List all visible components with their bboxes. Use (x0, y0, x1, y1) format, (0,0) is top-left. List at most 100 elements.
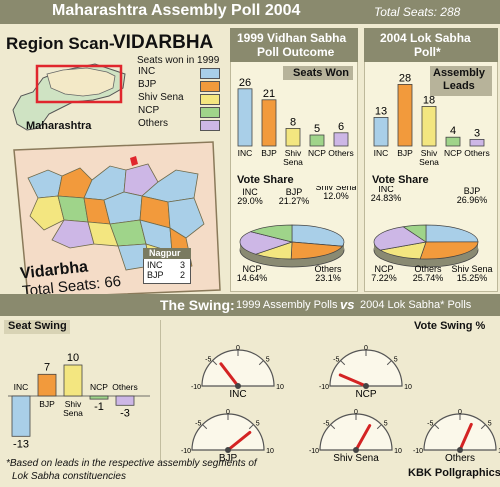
pie-slice-shiv-sena (379, 241, 427, 260)
pie-slice-others (373, 226, 427, 251)
swing-bar-ncp (89, 395, 109, 400)
category-label-others: Others (464, 148, 490, 158)
gauge-tick-label-others: 5 (488, 420, 492, 427)
gauge-tick-label-others: 10 (498, 448, 500, 455)
gauge-tick-label-bjp: 5 (256, 420, 260, 427)
gauge-tick-label-bjp: 0 (226, 409, 230, 416)
value-label-shiv-sena: 8 (290, 116, 296, 128)
value-label-bjp: 21 (263, 88, 275, 100)
nagpur-inc-party: INC (147, 260, 163, 270)
pie-label-ncp: NCP (374, 264, 393, 274)
bar-shiv-sena (421, 106, 437, 147)
value-label-ncp: 5 (314, 123, 320, 135)
header-title: Maharashtra Assembly Poll 2004 (52, 2, 301, 19)
legend-label-others: Others (138, 118, 169, 129)
region-title-prefix: Region Scan- (6, 34, 115, 53)
gauge-needle-inc (219, 362, 240, 388)
gauge-tick-label-ncp: 0 (364, 345, 368, 352)
value-label-shiv-sena: 18 (423, 94, 435, 106)
pie-value-ncp: 14.64% (237, 273, 268, 283)
bar-others (333, 132, 349, 147)
gauge-needle-others (458, 422, 473, 452)
swing-bar-bjp (37, 373, 57, 397)
gauge-needle-shiv-sena (354, 424, 372, 452)
pie-label-shiv-sena: Shiv Sena (451, 264, 492, 274)
swing-title-bold: The Swing: (160, 297, 235, 313)
bar-ncp (309, 134, 325, 147)
legend-swatch-others (200, 120, 220, 131)
gauge-hub-shiv-sena (353, 447, 359, 453)
swing-bar-inc (11, 395, 31, 437)
gauge-label-others: Others (445, 453, 475, 464)
legend-swatch-inc (200, 68, 220, 79)
gauge-tick-label-shiv-sena: -10 (309, 448, 319, 455)
bar-ncp (445, 136, 461, 147)
gauge-tick-label-ncp: -5 (333, 356, 339, 363)
swing-bar-others (115, 395, 135, 406)
swing-category-shiv-sena: Sena (63, 408, 83, 418)
gauge-tick-label-inc: 0 (236, 345, 240, 352)
gauge-tick-ncp (386, 360, 392, 366)
vote-swing-gauges: -10 -5 0 5 10 INC -10 -5 0 5 10 NCP -10 -5 0 5 10 BJP -10 -… (181, 345, 500, 464)
swing-value-inc: -13 (13, 438, 29, 450)
value-label-ncp: 4 (450, 125, 456, 137)
gauge-hub-inc (235, 383, 241, 389)
gauge-label-shiv-sena: Shiv Sena (333, 453, 379, 464)
gauge-hub-bjp (225, 447, 231, 453)
gauge-label-inc: INC (229, 389, 246, 400)
lok-title-line1: 2004 Lok Sabha (380, 31, 471, 45)
gauge-label-bjp: BJP (219, 453, 238, 464)
pie-value-shiv-sena: 15.25% (457, 273, 488, 283)
category-label-bjp: BJP (397, 148, 413, 158)
legend-label-inc: INC (138, 66, 156, 77)
gauge-dial-others (423, 413, 497, 451)
swing-value-shiv-sena: 10 (67, 352, 79, 364)
bar-inc (373, 117, 389, 147)
legend-swatch-shiv-sena (200, 94, 220, 105)
value-label-others: 6 (338, 121, 344, 133)
vidhan-title-line2: Poll Outcome (257, 45, 335, 59)
gauge-tick-label-shiv-sena: 10 (394, 448, 402, 455)
pie-value-shiv-sena: 12.0% (323, 191, 349, 201)
gauge-tick-label-shiv-sena: 0 (354, 409, 358, 416)
lok-sub-bg (430, 66, 492, 96)
swing-value-ncp: -1 (94, 401, 104, 413)
nagpur-inc-seats: 3 (180, 260, 186, 270)
gauge-tick-label-inc: 5 (266, 356, 270, 363)
category-label-shiv-sena: Shiv (285, 148, 302, 158)
pie-label-inc: INC (378, 186, 394, 194)
legend-title: Seats won in 1999 (137, 55, 220, 66)
pie-label-ncp: NCP (242, 264, 261, 274)
vote-swing-title: Vote Swing % (414, 320, 486, 332)
pie-label-shiv-sena: Shiv Sena (315, 186, 356, 192)
vidhan-title-bg (230, 28, 358, 62)
legend-label-shiv-sena: Shiv Sena (138, 92, 184, 103)
swing-category-inc: INC (14, 382, 29, 392)
gauge-tick-label-others: -10 (413, 448, 423, 455)
pie-label-others: Others (314, 264, 342, 274)
gauge-tick-label-ncp: 10 (404, 384, 412, 391)
gauge-tick-shiv-sena (330, 424, 336, 430)
seat-swing-title-bg (4, 320, 70, 334)
pie-slice-bjp (419, 241, 479, 260)
pie-value-others: 25.74% (413, 273, 444, 283)
lok-title-line2: Poll* (414, 45, 441, 59)
pie-value-bjp: 21.27% (279, 196, 310, 206)
gauge-hub-ncp (363, 383, 369, 389)
gauge-tick-bjp (248, 424, 254, 430)
value-label-bjp: 28 (399, 72, 411, 84)
pie-slice-inc (425, 224, 479, 243)
swing-banner (0, 294, 500, 316)
maharashtra-map (12, 63, 126, 131)
swing-category-shiv-sena: Shiv (65, 399, 82, 409)
swing-bar-shiv-sena (63, 364, 83, 397)
gauge-tick-label-others: -5 (427, 420, 433, 427)
value-label-inc: 13 (375, 105, 387, 117)
legend-label-ncp: NCP (138, 105, 160, 116)
pie-value-inc: 24.83% (371, 193, 402, 203)
gauge-dial-shiv-sena (319, 413, 393, 451)
nagpur-bjp-seats: 2 (180, 270, 186, 280)
